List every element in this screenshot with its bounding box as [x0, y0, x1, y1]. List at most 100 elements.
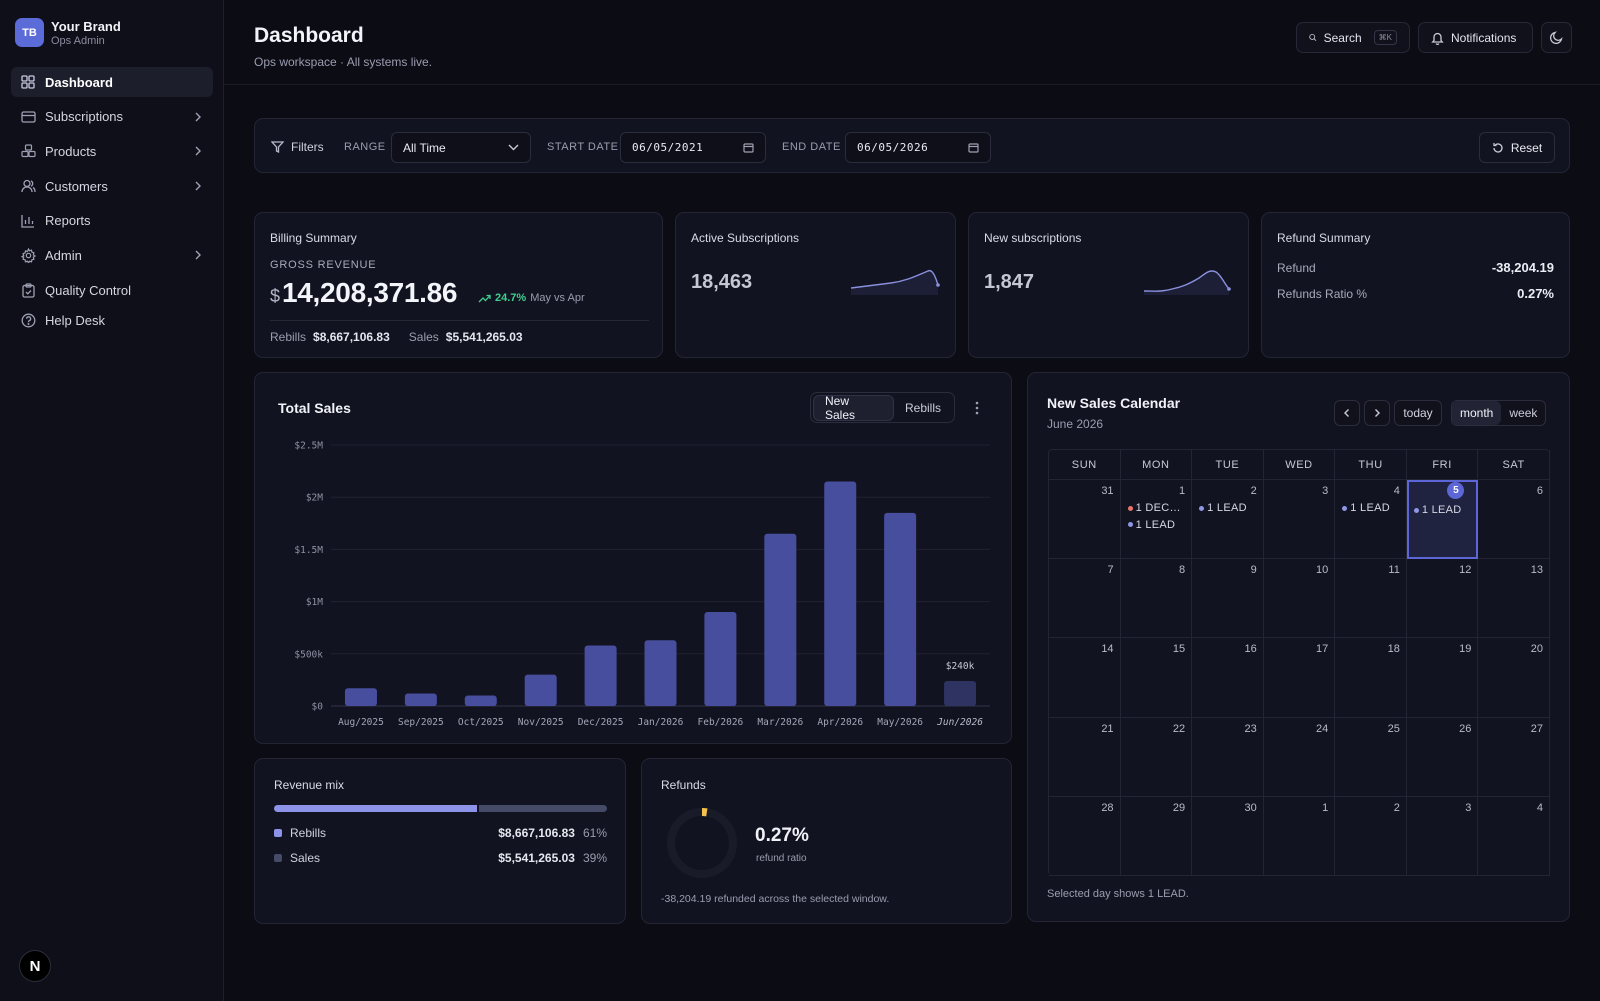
week-view-button[interactable]: week [1509, 406, 1538, 420]
calendar-day[interactable]: 25 [1335, 717, 1407, 797]
calendar-day[interactable]: 1 [1263, 796, 1336, 876]
calendar-day[interactable]: 13 [1478, 559, 1550, 639]
calendar-day[interactable]: 4 [1478, 796, 1550, 876]
tab-new-sales[interactable]: New Sales [813, 394, 894, 422]
day-number: 23 [1244, 722, 1257, 735]
refunds-title: Refunds [661, 778, 706, 792]
calendar-event[interactable]: 1 DEC… [1127, 502, 1181, 514]
start-date-input[interactable]: 06/05/2021 [620, 132, 766, 163]
sidebar-item-products[interactable]: Products [11, 136, 213, 166]
calendar-day[interactable]: 1 1 DEC… 1 LEAD [1120, 480, 1193, 560]
chevron-right-icon [195, 146, 201, 156]
day-number: 13 [1530, 564, 1543, 577]
range-select[interactable]: All Time [391, 132, 531, 163]
calendar-day[interactable]: 5 1 LEAD [1406, 480, 1479, 560]
calendar-day[interactable]: 15 [1120, 638, 1193, 718]
brand-role: Ops Admin [51, 34, 105, 47]
bar[interactable] [344, 688, 377, 706]
tab-rebills[interactable]: Rebills [904, 400, 941, 415]
calendar-day[interactable]: 20 [1478, 638, 1550, 718]
calendar-day[interactable]: 21 [1049, 717, 1121, 797]
filters-toggle[interactable]: Filters [271, 119, 324, 174]
end-date-input[interactable]: 06/05/2026 [845, 132, 991, 163]
bar[interactable] [584, 645, 617, 706]
calendar-day[interactable]: 2 [1335, 796, 1407, 876]
bar[interactable] [524, 674, 557, 706]
calendar-day[interactable]: 30 [1192, 796, 1264, 876]
theme-toggle-button[interactable] [1541, 22, 1572, 53]
calendar-day[interactable]: 7 [1049, 559, 1121, 639]
bar[interactable] [644, 640, 677, 706]
calendar-day[interactable]: 27 [1478, 717, 1550, 797]
month-view-button[interactable]: month [1452, 401, 1502, 425]
bar[interactable] [944, 680, 977, 706]
day-number: 11 [1388, 564, 1400, 577]
bar[interactable] [764, 533, 797, 706]
search-shortcut: ⌘K [1373, 30, 1397, 45]
rebills-label: Rebills [270, 330, 307, 344]
sales-label: Sales [408, 330, 439, 344]
bar[interactable] [704, 612, 737, 706]
notifications-button[interactable]: Notifications [1418, 22, 1533, 53]
calendar-day[interactable]: 12 [1406, 559, 1479, 639]
calendar-day[interactable]: 3 [1263, 480, 1336, 560]
calendar-day[interactable]: 28 [1049, 796, 1121, 876]
x-tick-label: Jan/2026 [638, 717, 684, 728]
calendar-day[interactable]: 17 [1263, 638, 1336, 718]
calendar-day[interactable]: 14 [1049, 638, 1121, 718]
bar[interactable] [884, 512, 917, 706]
x-tick-label: May/2026 [877, 717, 923, 728]
calendar-day[interactable]: 29 [1120, 796, 1193, 876]
sidebar-item-customers[interactable]: Customers [11, 171, 213, 201]
calendar-day[interactable]: 10 [1263, 559, 1336, 639]
sidebar-item-admin[interactable]: Admin [11, 240, 213, 270]
bar[interactable] [464, 695, 497, 706]
day-number: 24 [1316, 722, 1329, 735]
reset-button[interactable]: Reset [1479, 132, 1555, 163]
sidebar-item-dashboard[interactable]: Dashboard [11, 67, 213, 97]
calendar-day[interactable]: 11 [1335, 559, 1407, 639]
more-options-icon[interactable] [972, 400, 982, 416]
search-button[interactable]: Search ⌘K [1296, 22, 1410, 53]
prev-month-button[interactable] [1334, 400, 1360, 426]
calendar-event[interactable]: 1 LEAD [1127, 519, 1176, 531]
weekday-header: SAT [1478, 450, 1550, 480]
revenue-mix-bar [274, 805, 607, 812]
calendar-day[interactable]: 8 [1120, 559, 1193, 639]
refund-summary-title: Refund Summary [1277, 231, 1371, 245]
calendar-event[interactable]: 1 LEAD [1342, 502, 1390, 514]
day-number: 12 [1459, 564, 1472, 577]
sidebar-item-label: Help Desk [45, 313, 105, 329]
weekday-header: MON [1120, 450, 1193, 480]
calendar-day[interactable]: 23 [1192, 717, 1264, 797]
today-button[interactable]: today [1394, 400, 1442, 426]
calendar-day[interactable]: 16 [1192, 638, 1264, 718]
sidebar-item-quality-control[interactable]: Quality Control [11, 275, 213, 305]
calendar-day[interactable]: 26 [1406, 717, 1479, 797]
sidebar-item-help-desk[interactable]: Help Desk [11, 306, 213, 336]
sidebar-item-subscriptions[interactable]: Subscriptions [11, 102, 213, 132]
sales-swatch [274, 854, 282, 862]
calendar-day[interactable]: 9 [1192, 559, 1264, 639]
calendar-day[interactable]: 18 [1335, 638, 1407, 718]
calendar-day[interactable]: 6 [1478, 480, 1550, 560]
bar[interactable] [404, 693, 437, 706]
framework-badge[interactable]: N [19, 950, 51, 982]
calendar-event[interactable]: 1 LEAD [1199, 502, 1247, 514]
day-number: 14 [1101, 643, 1114, 656]
refunds-card: Refunds 0.27% refund ratio -38,204.19 re… [641, 758, 1012, 924]
next-month-button[interactable] [1364, 400, 1390, 426]
refund-ratio-label: Refunds Ratio % [1277, 287, 1368, 301]
calendar-event[interactable]: 1 LEAD [1413, 504, 1462, 516]
sidebar-item-reports[interactable]: Reports [11, 206, 213, 236]
calendar-day[interactable]: 19 [1406, 638, 1479, 718]
brand[interactable]: TB Your Brand Ops Admin [15, 18, 121, 47]
filters-label: Filters [291, 139, 324, 154]
bar[interactable] [824, 481, 857, 706]
calendar-day[interactable]: 3 [1406, 796, 1479, 876]
calendar-day[interactable]: 22 [1120, 717, 1193, 797]
calendar-day[interactable]: 31 [1049, 480, 1121, 560]
calendar-day[interactable]: 24 [1263, 717, 1336, 797]
